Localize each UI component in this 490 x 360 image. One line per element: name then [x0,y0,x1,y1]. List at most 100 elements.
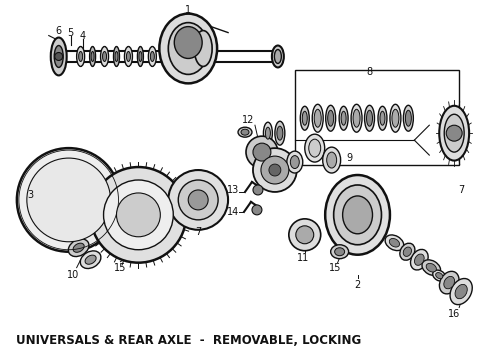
Ellipse shape [351,104,362,132]
Circle shape [289,219,321,251]
Ellipse shape [331,245,348,259]
Ellipse shape [314,109,321,127]
Ellipse shape [309,139,321,157]
Ellipse shape [411,249,428,270]
Ellipse shape [91,51,94,62]
Ellipse shape [90,46,96,67]
Text: 3: 3 [28,190,34,200]
Circle shape [253,148,297,192]
Ellipse shape [272,45,284,67]
Ellipse shape [380,111,385,125]
Ellipse shape [139,51,142,62]
Circle shape [246,136,278,168]
Ellipse shape [100,46,108,67]
Ellipse shape [194,31,212,67]
Circle shape [296,226,314,244]
Ellipse shape [275,121,285,145]
Ellipse shape [433,270,446,281]
Ellipse shape [415,254,424,265]
Circle shape [269,164,281,176]
Text: 8: 8 [367,67,372,77]
Ellipse shape [73,243,84,252]
Ellipse shape [174,27,202,58]
Bar [295,71,459,165]
Circle shape [103,180,173,250]
Ellipse shape [440,271,459,294]
Text: 15: 15 [114,263,127,273]
Text: 4: 4 [79,31,86,41]
Ellipse shape [334,185,382,245]
Ellipse shape [290,156,299,168]
Text: 10: 10 [67,270,79,280]
Ellipse shape [328,110,334,126]
Ellipse shape [80,251,101,269]
Circle shape [17,148,121,252]
Ellipse shape [68,239,89,257]
Text: 6: 6 [56,26,62,36]
Ellipse shape [312,104,323,132]
Text: 12: 12 [242,115,254,125]
Ellipse shape [241,129,249,135]
Ellipse shape [300,106,309,130]
Ellipse shape [353,109,360,127]
Text: 9: 9 [346,153,353,163]
Ellipse shape [341,111,346,125]
Circle shape [91,167,186,263]
Ellipse shape [327,152,337,168]
Circle shape [117,193,160,237]
Ellipse shape [405,110,412,126]
Ellipse shape [365,105,374,131]
Ellipse shape [115,51,118,62]
Text: 2: 2 [354,280,361,289]
Ellipse shape [274,50,281,63]
Circle shape [253,185,263,195]
Ellipse shape [450,279,472,305]
Ellipse shape [264,122,272,144]
Ellipse shape [168,23,208,75]
Circle shape [55,53,63,60]
Text: 15: 15 [328,263,341,273]
Text: UNIVERSALS & REAR AXLE  -  REMOVABLE, LOCKING: UNIVERSALS & REAR AXLE - REMOVABLE, LOCK… [16,334,361,347]
Ellipse shape [287,151,303,173]
Circle shape [168,170,228,230]
Ellipse shape [389,238,399,247]
Circle shape [252,205,262,215]
Ellipse shape [325,175,390,255]
Ellipse shape [367,110,372,126]
Circle shape [27,158,111,242]
Ellipse shape [378,106,387,130]
Ellipse shape [335,248,344,256]
Ellipse shape [302,111,307,125]
Ellipse shape [343,196,372,234]
Text: 7: 7 [458,185,465,195]
Ellipse shape [78,51,83,62]
Ellipse shape [159,14,217,84]
Ellipse shape [266,127,270,139]
Ellipse shape [76,46,85,67]
Circle shape [261,156,289,184]
Ellipse shape [426,264,437,272]
Ellipse shape [390,104,401,132]
Ellipse shape [150,51,154,62]
Text: 1: 1 [185,5,191,15]
Ellipse shape [339,106,348,130]
Ellipse shape [403,247,412,256]
Text: 13: 13 [227,185,239,195]
Ellipse shape [436,273,443,279]
Ellipse shape [238,127,252,137]
Circle shape [178,180,218,220]
Ellipse shape [85,255,96,264]
Ellipse shape [444,276,455,289]
Ellipse shape [54,45,63,67]
Ellipse shape [305,134,325,162]
Ellipse shape [124,46,132,67]
Text: 14: 14 [227,207,239,217]
Ellipse shape [385,235,404,251]
Circle shape [188,190,208,210]
Ellipse shape [455,284,467,299]
Ellipse shape [444,114,464,152]
Ellipse shape [323,147,341,173]
Text: 5: 5 [68,28,74,37]
Ellipse shape [400,243,415,260]
Ellipse shape [114,46,120,67]
